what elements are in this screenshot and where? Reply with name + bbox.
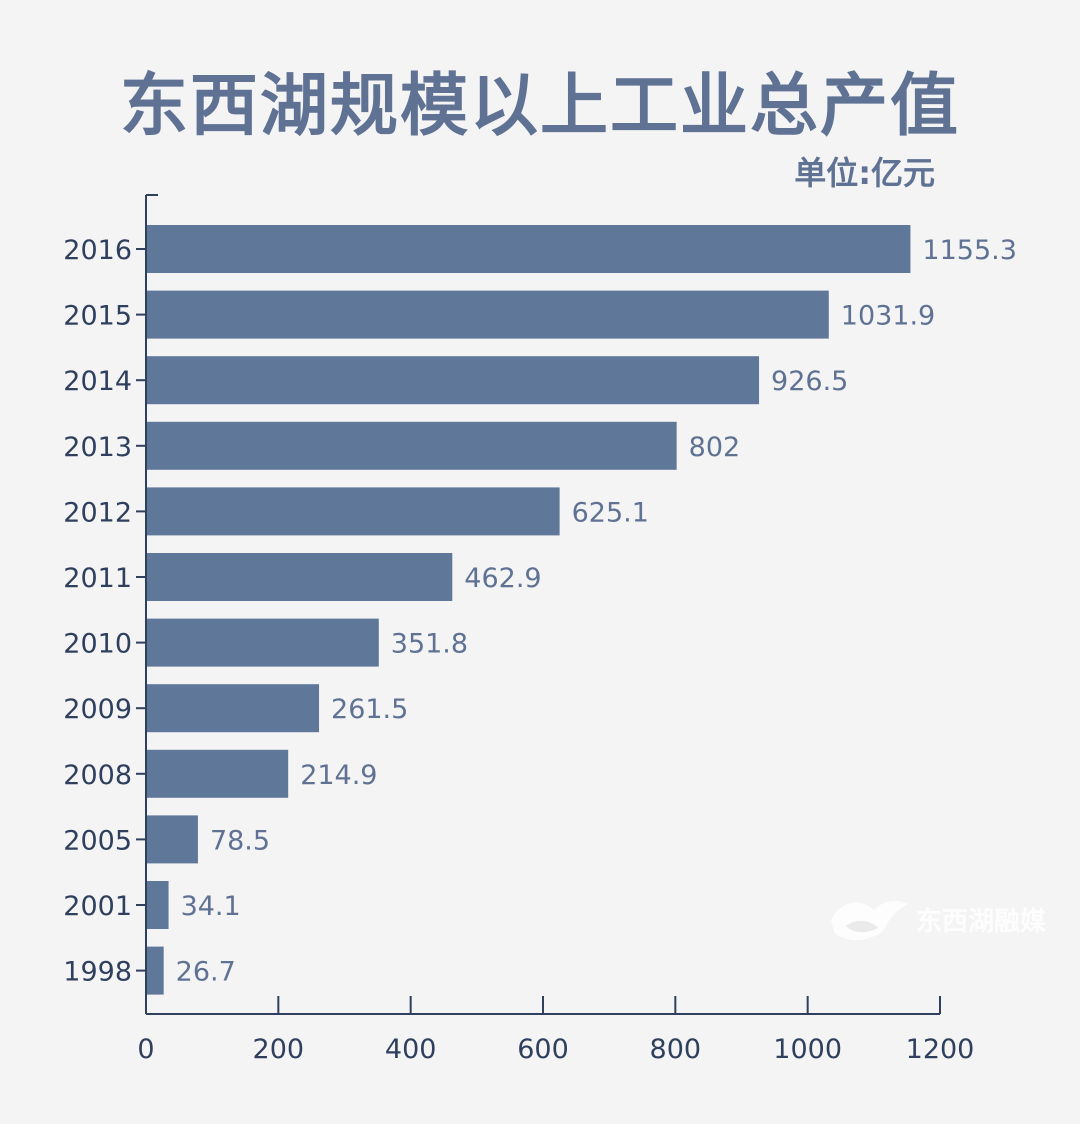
- chart-title: 东西湖规模以上工业总产值: [119, 67, 960, 146]
- watermark-logo: 东西湖融媒: [831, 901, 1047, 941]
- watermark-text: 东西湖融媒: [916, 906, 1047, 937]
- value-label-2005: 78.5: [210, 825, 270, 856]
- y-tick-label-2014: 2014: [63, 366, 132, 397]
- value-label-2015: 1031.9: [841, 301, 935, 332]
- bar-2011: [146, 553, 453, 601]
- bar-1998: [146, 946, 164, 995]
- y-tick-label-2001: 2001: [63, 891, 132, 922]
- x-tick-label-200: 200: [253, 1034, 305, 1065]
- value-label-1998: 26.7: [176, 957, 236, 988]
- value-label-2013: 802: [689, 432, 741, 463]
- y-tick-label-2010: 2010: [63, 629, 132, 660]
- y-tick-label-2012: 2012: [63, 497, 132, 528]
- value-labels-group: 1155.3 1031.9 926.5 802 625.1 462.9 351.8 261.5…: [176, 235, 1017, 988]
- bar-2013: [146, 421, 677, 470]
- bar-2005: [146, 815, 198, 864]
- bar-2008: [146, 749, 289, 798]
- y-tick-label-2016: 2016: [63, 235, 132, 266]
- value-label-2011: 462.9: [464, 563, 541, 594]
- value-label-2001: 34.1: [181, 891, 241, 922]
- x-tick-label-800: 800: [650, 1034, 702, 1065]
- bar-2014: [146, 356, 760, 405]
- x-tick-label-1200: 1200: [906, 1034, 975, 1065]
- bar-2016: [146, 225, 911, 273]
- x-tick-label-0: 0: [137, 1034, 154, 1065]
- x-tick-label-600: 600: [517, 1034, 569, 1065]
- x-tick-label-1000: 1000: [773, 1034, 842, 1065]
- value-label-2009: 261.5: [331, 694, 408, 725]
- y-tick-label-2011: 2011: [63, 563, 132, 594]
- value-label-2012: 625.1: [572, 497, 649, 528]
- y-tick-label-2013: 2013: [63, 432, 132, 463]
- unit-label: 单位:亿元: [794, 154, 935, 192]
- value-label-2014: 926.5: [771, 366, 848, 397]
- bars-group: [146, 225, 911, 995]
- value-label-2010: 351.8: [391, 629, 468, 660]
- x-axis: 0 200 400 600 800 1000 1200: [137, 996, 974, 1065]
- y-tick-label-2005: 2005: [63, 825, 132, 856]
- y-tick-label-2008: 2008: [63, 760, 132, 791]
- y-axis: 2016 2015 2014 2013 2012 2011 2010 2009 2008 2005…: [63, 194, 158, 1014]
- bar-2015: [146, 290, 829, 339]
- bar-2001: [146, 881, 169, 929]
- bar-2009: [146, 684, 320, 733]
- value-label-2008: 214.9: [300, 760, 377, 791]
- value-label-2016: 1155.3: [922, 235, 1016, 266]
- y-tick-label-2015: 2015: [63, 301, 132, 332]
- x-tick-label-400: 400: [385, 1034, 437, 1065]
- y-tick-label-1998: 1998: [63, 957, 132, 988]
- bar-2012: [146, 487, 560, 536]
- y-tick-label-2009: 2009: [63, 694, 132, 725]
- bird-logo-icon: [831, 901, 908, 941]
- bar-2010: [146, 618, 379, 667]
